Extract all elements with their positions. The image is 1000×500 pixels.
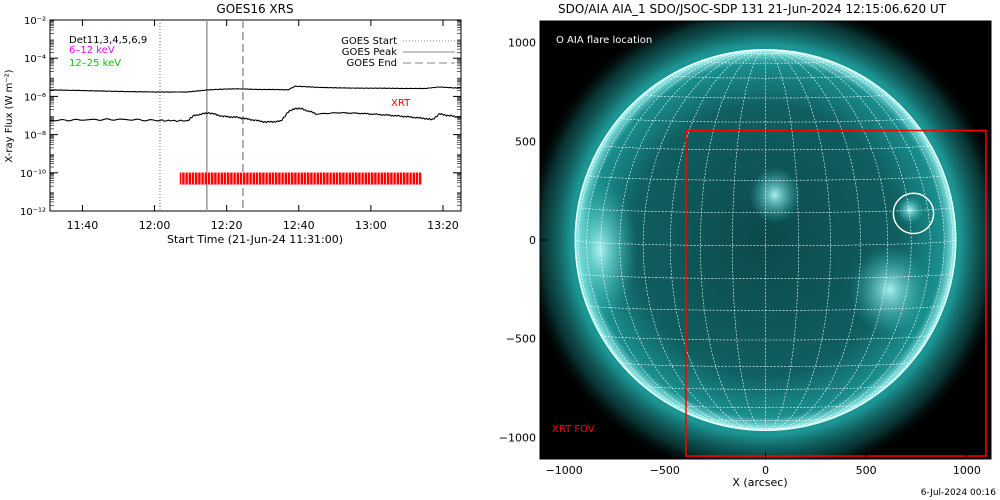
aia-grid-line xyxy=(765,49,931,430)
aia-grid-line xyxy=(575,49,766,241)
aia-xrt-fov-label: XRT FOV xyxy=(552,424,595,435)
aia-grid-line xyxy=(669,74,862,79)
aia-grid-line xyxy=(732,49,766,431)
aia-x-tick-label: 500 xyxy=(856,464,877,477)
aia-grid-line xyxy=(699,60,832,64)
aia-x-axis-label: X (arcsec) xyxy=(732,476,787,489)
aia-image-background xyxy=(540,21,991,459)
aia-grid-line xyxy=(600,49,766,430)
goes-x-tick-label: 12:20 xyxy=(211,219,243,232)
aia-solar-limb xyxy=(574,48,957,432)
goes-legend-peak-label: GOES Peak xyxy=(342,47,397,58)
aia-bright-region-center xyxy=(749,167,801,223)
aia-bright-region-west xyxy=(850,245,930,335)
goes-x-tick-label: 13:00 xyxy=(355,219,387,232)
goes-legend-end-label: GOES End xyxy=(347,58,397,69)
goes-x-tick-label: 11:40 xyxy=(67,219,99,232)
aia-grid-line xyxy=(700,418,831,422)
aia-x-tick-label: 0 xyxy=(762,464,769,477)
aia-y-tick-label: 0 xyxy=(529,234,536,247)
aia-grid-line xyxy=(765,49,956,241)
aia-grid-line xyxy=(575,239,956,246)
aia-x-tick-label: −500 xyxy=(650,464,680,477)
aia-grid-line xyxy=(765,49,945,430)
aia-grid-line xyxy=(765,49,831,431)
goes-legend-high-energy: 12–25 keV xyxy=(69,58,121,69)
aia-grid-line xyxy=(586,49,766,430)
aia-grid-line xyxy=(765,49,889,431)
aia-x-tick-label: −1000 xyxy=(546,464,583,477)
aia-grid-line xyxy=(700,49,766,431)
goes-flux-series-0 xyxy=(49,85,462,93)
goes-legend-detectors: Det11,3,4,5,6,9 xyxy=(69,35,147,46)
goes-x-tick-label: 12:40 xyxy=(283,219,315,232)
goes-y-tick-label: 10⁻¹⁰ xyxy=(20,169,46,180)
aia-grid-line xyxy=(670,404,861,408)
aia-grid-line xyxy=(733,427,798,429)
aia-grid-line xyxy=(586,305,945,311)
aia-grid-line xyxy=(600,144,931,151)
goes-xrt-label: XRT xyxy=(391,98,411,109)
goes-y-axis-label: X-ray Flux (W m⁻²) xyxy=(4,69,15,162)
aia-grid-line xyxy=(670,49,766,431)
aia-y-tick-label: 500 xyxy=(515,135,536,148)
aia-grid-line xyxy=(586,174,945,181)
aia-grid-line xyxy=(642,94,889,99)
goes-flux-series-1 xyxy=(49,107,462,124)
aia-plot-frame xyxy=(539,20,992,460)
aia-grid-line xyxy=(732,52,799,55)
goes-y-tick-label: 10⁻⁴ xyxy=(24,54,46,65)
goes-legend-start-label: GOES Start xyxy=(341,36,397,47)
aia-grid-line xyxy=(765,49,861,431)
goes-legend-low-energy: 6–12 keV xyxy=(69,45,115,56)
aia-flare-location-marker xyxy=(892,192,935,235)
aia-grid-line xyxy=(765,49,912,431)
goes-y-tick-label: 10⁻⁸ xyxy=(24,131,46,142)
goes-x-tick-label: 12:00 xyxy=(139,219,171,232)
goes-y-tick-label: 10⁻² xyxy=(24,16,46,27)
aia-grid-line xyxy=(600,335,931,341)
aia-grid-line xyxy=(619,117,912,123)
aia-corona-glow xyxy=(540,21,991,459)
aia-grid-line xyxy=(643,385,888,390)
aia-grid-line xyxy=(619,362,912,367)
goes-x-tick-label: 13:20 xyxy=(427,219,459,232)
goes-title: GOES16 XRS xyxy=(216,2,293,16)
aia-title: SDO/AIA AIA_1 SDO/JSOC-SDP 131 21-Jun-20… xyxy=(558,2,947,16)
aia-flare-brightening xyxy=(896,196,924,224)
aia-x-tick-label: 1000 xyxy=(953,464,981,477)
goes-y-tick-label: 10⁻⁶ xyxy=(24,92,46,103)
aia-grid-line xyxy=(765,49,954,428)
goes-plot-frame xyxy=(49,19,462,212)
aia-grid-line xyxy=(619,49,766,431)
aia-grid-line xyxy=(765,49,799,431)
aia-xrt-fov-box xyxy=(685,129,987,457)
aia-grid-line xyxy=(642,49,766,431)
aia-grid-line xyxy=(578,273,953,279)
aia-y-tick-label: −500 xyxy=(506,333,536,346)
aia-bright-region-east xyxy=(575,180,638,320)
aia-flare-legend: O AIA flare location xyxy=(556,35,652,46)
aia-grid-line xyxy=(577,206,954,213)
aia-solar-disk xyxy=(575,49,956,431)
goes-y-tick-label: 10⁻¹² xyxy=(20,207,46,218)
aia-footer-timestamp: 6-Jul-2024 00:16 xyxy=(921,488,997,498)
aia-y-tick-label: −1000 xyxy=(499,431,536,444)
aia-grid-line xyxy=(577,49,766,428)
goes-xrs-plot: GOES16 XRS 11:40 12:00 12:20 12:40 13:00 13:2… xyxy=(4,2,462,246)
aia-y-tick-label: 1000 xyxy=(508,37,536,50)
goes-x-axis-label: Start Time (21-Jun-24 11:31:00) xyxy=(167,233,343,246)
